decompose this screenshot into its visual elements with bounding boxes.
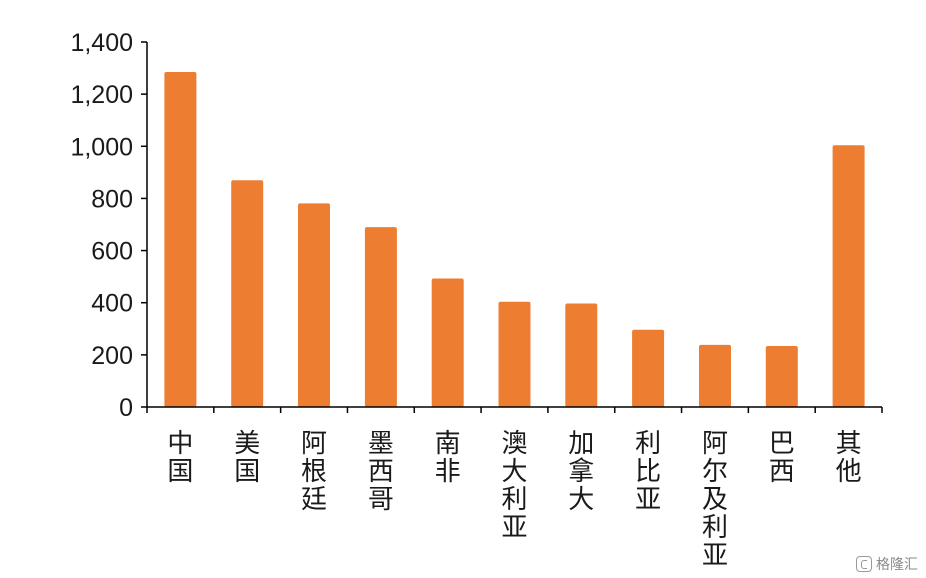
gelonghui-logo-icon xyxy=(856,556,872,572)
bar-0 xyxy=(164,72,197,407)
bar-8 xyxy=(699,344,731,407)
bar-1 xyxy=(231,180,264,407)
x-tick-label: 南非 xyxy=(435,429,461,487)
y-tick-label: 400 xyxy=(91,290,133,318)
y-tick-label: 800 xyxy=(91,185,133,213)
y-tick-label: 1,200 xyxy=(70,81,133,109)
y-tick-label: 1,400 xyxy=(70,29,133,57)
x-tick-label: 阿尔及利亚 xyxy=(702,429,728,571)
bar-3 xyxy=(364,227,397,407)
y-tick-label: 0 xyxy=(119,394,133,422)
x-tick-label: 巴西 xyxy=(769,429,795,487)
bar-4 xyxy=(431,278,464,407)
x-tick-label: 利比亚 xyxy=(635,429,661,515)
watermark: 格隆汇 xyxy=(856,554,918,574)
x-tick-label: 加拿大 xyxy=(568,429,594,515)
y-tick-label: 200 xyxy=(91,342,133,370)
y-tick-label: 600 xyxy=(91,238,133,266)
bar-9 xyxy=(765,346,798,407)
x-tick-label: 墨西哥 xyxy=(368,429,394,515)
bars-group xyxy=(164,72,865,407)
x-tick-label: 阿根廷 xyxy=(301,429,327,515)
bar-6 xyxy=(565,303,598,407)
bar-2 xyxy=(298,203,330,407)
bar-10 xyxy=(832,145,865,407)
y-tick-label: 1,000 xyxy=(70,133,133,161)
x-tick-label: 其他 xyxy=(836,429,862,487)
x-tick-label: 中国 xyxy=(167,429,193,487)
x-tick-label: 美国 xyxy=(234,429,260,487)
bar-5 xyxy=(498,301,531,407)
x-tick-label: 澳大利亚 xyxy=(501,429,527,543)
bar-7 xyxy=(632,329,665,407)
y-axis: 0 200 400 600 800 1,000 1,200 1,400 xyxy=(70,29,148,422)
watermark-text: 格隆汇 xyxy=(876,557,918,573)
x-axis xyxy=(146,406,883,413)
